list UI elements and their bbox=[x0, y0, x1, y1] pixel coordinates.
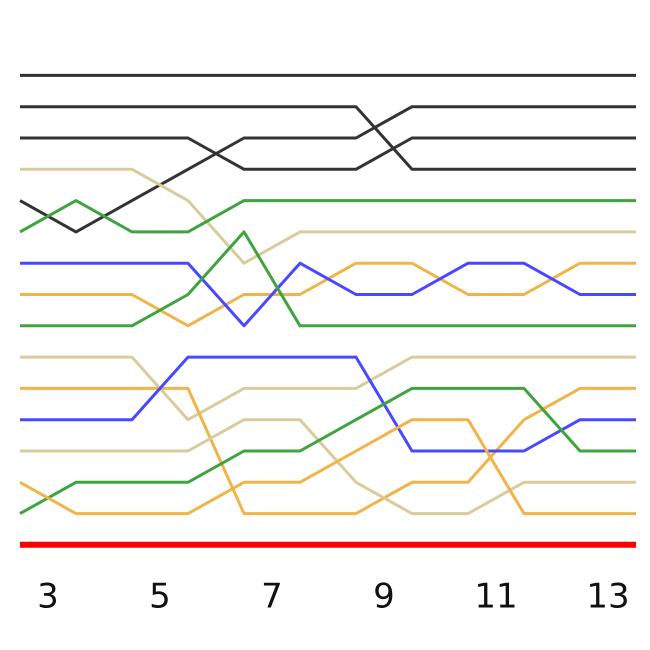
x-tick-label: 7 bbox=[261, 577, 283, 617]
x-tick-label: 9 bbox=[373, 577, 395, 617]
series-line bbox=[20, 355, 636, 422]
series-line bbox=[20, 261, 636, 328]
series-line bbox=[20, 418, 636, 516]
series-line bbox=[19, 105, 636, 234]
series-line bbox=[19, 418, 636, 516]
x-tick-label: 13 bbox=[586, 577, 629, 617]
series-line bbox=[20, 136, 636, 171]
series-line bbox=[20, 230, 636, 328]
series-line bbox=[19, 386, 636, 515]
series-line bbox=[20, 386, 636, 516]
x-tick-label: 3 bbox=[37, 577, 59, 617]
series-line bbox=[20, 105, 636, 171]
series-line bbox=[20, 167, 636, 265]
series-line bbox=[20, 355, 636, 453]
x-tick-label: 5 bbox=[149, 577, 171, 617]
series-line bbox=[19, 199, 636, 234]
x-tick-label: 11 bbox=[474, 577, 517, 617]
